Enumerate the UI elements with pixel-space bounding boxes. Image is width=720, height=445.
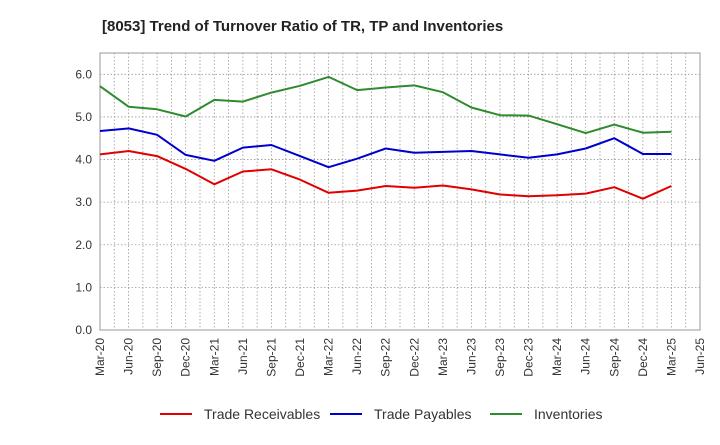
x-tick-label: Sep-23 [493, 338, 507, 377]
y-tick-label: 6.0 [75, 67, 92, 81]
y-tick-label: 2.0 [75, 238, 92, 252]
x-tick-label: Dec-21 [293, 338, 307, 377]
y-tick-label: 4.0 [75, 153, 92, 167]
x-tick-label: Sep-20 [150, 338, 164, 377]
series-line-trade-receivables [99, 150, 672, 200]
legend-label-inventories: Inventories [534, 406, 602, 422]
x-tick-label: Mar-25 [664, 338, 678, 376]
x-tick-label: Jun-21 [236, 338, 250, 375]
series-line-trade-payables [99, 127, 672, 169]
x-tick-label: Jun-23 [464, 338, 478, 375]
x-tick-label: Jun-24 [579, 338, 593, 375]
y-tick-label: 5.0 [75, 110, 92, 124]
grid-layer [99, 52, 701, 331]
axis-layer: 0.0 1.0 2.0 3.0 4.0 5.0 6.0 Mar-20 Jun-20 Sep-20 D… [75, 67, 707, 376]
x-tick-label: Sep-21 [264, 338, 278, 377]
chart-title: [8053] Trend of Turnover Ratio of TR, TP… [102, 18, 503, 35]
x-tick-label: Dec-22 [407, 338, 421, 377]
x-tick-label: Jun-22 [350, 338, 364, 375]
legend: Trade Receivables Trade Payables Inventori… [160, 406, 602, 422]
x-tick-label: Mar-24 [550, 338, 564, 376]
x-tick-label: Mar-20 [93, 338, 107, 376]
x-tick-label: Sep-24 [607, 338, 621, 377]
series-line-inventories [99, 75, 672, 135]
x-tick-label: Mar-22 [322, 338, 336, 376]
y-tick-label: 3.0 [75, 195, 92, 209]
x-tick-label: Mar-23 [436, 338, 450, 376]
x-tick-label: Dec-20 [179, 338, 193, 377]
x-tick-label: Sep-22 [379, 338, 393, 377]
y-tick-label: 0.0 [75, 323, 92, 337]
y-tick-label: 1.0 [75, 280, 92, 294]
x-tick-label: Jun-20 [122, 338, 136, 375]
x-tick-label: Jun-25 [693, 338, 707, 375]
x-tick-label: Mar-21 [207, 338, 221, 376]
x-tick-label: Dec-24 [636, 338, 650, 377]
legend-label-trade-receivables: Trade Receivables [204, 406, 320, 422]
x-tick-label: Dec-23 [522, 338, 536, 377]
series-layer [99, 75, 672, 200]
legend-label-trade-payables: Trade Payables [374, 406, 472, 422]
